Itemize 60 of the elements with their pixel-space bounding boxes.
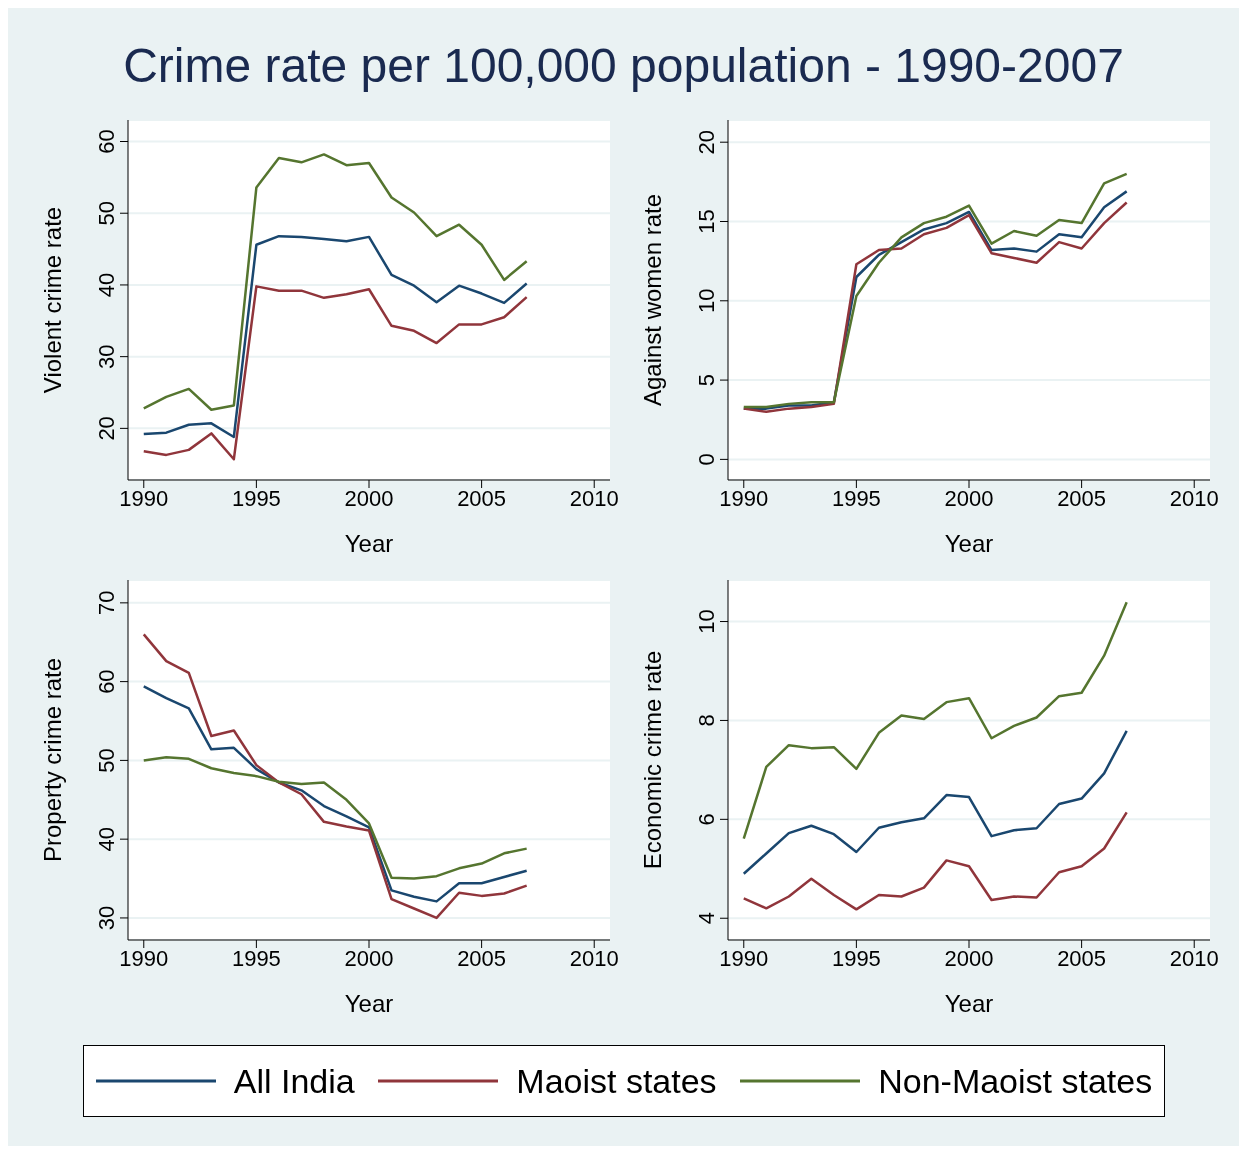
- x-axis-title: Year: [344, 990, 394, 1017]
- y-axis-title: Property crime rate: [38, 657, 66, 863]
- x-tick-label: 2000: [944, 945, 994, 971]
- y-axis-title: Violent crime rate: [38, 206, 66, 394]
- y-tick-label: 50: [94, 748, 119, 773]
- y-tick-label: 30: [94, 905, 119, 931]
- y-tick-label: 60: [94, 129, 119, 154]
- x-tick-label: 2000: [944, 485, 994, 511]
- x-tick-label: 1990: [719, 485, 769, 511]
- y-tick-label: 20: [94, 416, 119, 441]
- x-tick-label: 1990: [119, 945, 169, 971]
- y-tick-label: 10: [694, 288, 719, 314]
- x-tick-label: 1995: [831, 945, 881, 971]
- x-tick-label: 2010: [1169, 945, 1219, 971]
- line-series: [142, 153, 528, 411]
- y-tick-label: 40: [94, 272, 119, 298]
- y-tick-label: 60: [94, 669, 119, 694]
- y-tick-label: 0: [694, 453, 719, 466]
- y-tick-label: 6: [694, 813, 719, 826]
- x-tick-label: 1995: [231, 945, 281, 971]
- legend-label: Non-Maoist states: [878, 1061, 1153, 1101]
- y-tick-label: 30: [94, 344, 119, 369]
- y-tick-label: 15: [694, 209, 719, 234]
- x-tick-label: 2010: [569, 945, 619, 971]
- x-tick-label: 2005: [1057, 485, 1107, 511]
- line-series: [742, 811, 1128, 911]
- x-axis-title: Year: [344, 530, 394, 557]
- y-tick-label: 40: [94, 826, 119, 852]
- x-tick-label: 1990: [719, 945, 769, 971]
- y-tick-label: 5: [694, 373, 719, 387]
- y-tick-label: 20: [694, 129, 719, 155]
- line-series: [142, 755, 528, 880]
- y-tick-label: 8: [694, 714, 719, 727]
- line-series: [142, 633, 528, 920]
- y-axis-title: Economic crime rate: [638, 650, 666, 870]
- x-tick-label: 2000: [344, 945, 394, 971]
- line-series: [742, 729, 1128, 875]
- y-tick-label: 4: [694, 912, 719, 925]
- chart-title: Crime rate per 100,000 population - 1990-2007: [122, 38, 1125, 94]
- y-axis-title: Against women rate: [638, 193, 666, 407]
- line-series: [142, 685, 528, 903]
- line-series: [142, 285, 528, 461]
- x-tick-label: 2010: [1169, 485, 1219, 511]
- legend-label: All India: [233, 1061, 355, 1101]
- line-series: [742, 601, 1128, 840]
- line-series: [142, 234, 528, 439]
- x-tick-label: 2005: [457, 945, 507, 971]
- x-tick-label: 1995: [831, 485, 881, 511]
- legend-label: Maoist states: [516, 1061, 717, 1101]
- y-tick-label: 50: [94, 200, 119, 226]
- y-tick-label: 10: [694, 609, 719, 634]
- x-tick-label: 2005: [457, 485, 507, 511]
- x-axis-title: Year: [944, 990, 994, 1017]
- x-tick-label: 1995: [231, 485, 281, 511]
- x-tick-label: 2005: [1057, 945, 1107, 971]
- x-axis-title: Year: [944, 530, 994, 557]
- x-tick-label: 1990: [119, 485, 169, 511]
- x-tick-label: 2000: [344, 485, 394, 511]
- x-tick-label: 2010: [569, 485, 619, 511]
- y-tick-label: 70: [94, 590, 119, 616]
